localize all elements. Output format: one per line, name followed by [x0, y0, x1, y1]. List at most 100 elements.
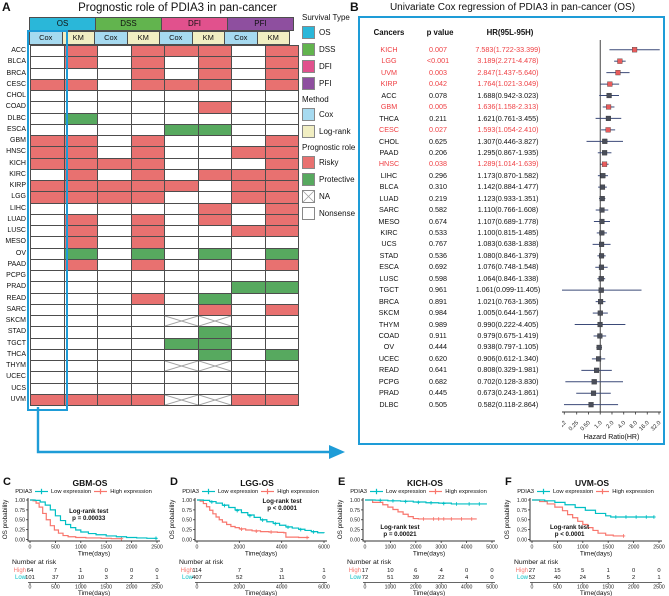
- cox-pvalue: 0.682: [429, 376, 447, 386]
- heatmap-row-label-cesc: CESC: [6, 80, 26, 88]
- cox-row-acc: ACC 0.078 1.688(0.942-3.023): [362, 90, 556, 101]
- heatmap-cell: [98, 79, 132, 91]
- cox-hr: 0.808(0.329-1.981): [477, 365, 539, 375]
- svg-text:0: 0: [196, 545, 199, 551]
- heatmap-cell: [198, 192, 232, 204]
- svg-text:2000: 2000: [126, 585, 138, 591]
- svg-text:6: 6: [414, 568, 417, 574]
- km-legend-prefix: PDIA3: [182, 488, 199, 495]
- km-title: GBM-OS: [72, 478, 108, 488]
- cox-pvalue: 0.984: [429, 308, 447, 318]
- cox-row-meso: MESO 0.674 1.107(0.689-1.778): [362, 216, 556, 227]
- svg-text:1000: 1000: [385, 545, 397, 551]
- svg-text:3: 3: [280, 568, 283, 574]
- heatmap-cell: [232, 394, 266, 406]
- heatmap-cell: [232, 113, 266, 125]
- heatmap-cell: [165, 383, 199, 395]
- heatmap-cell: [198, 181, 232, 193]
- cox-cancer: READ: [379, 365, 399, 375]
- svg-text:0: 0: [155, 568, 158, 574]
- svg-text:2000: 2000: [126, 545, 138, 551]
- cox-pvalue: 0.078: [429, 90, 447, 100]
- svg-text:5000: 5000: [486, 585, 498, 591]
- heatmap-row-label-stad: STAD: [7, 328, 26, 336]
- group-header-dss: DSS: [95, 17, 162, 31]
- svg-text:2500: 2500: [151, 545, 163, 551]
- svg-text:2500: 2500: [151, 585, 163, 591]
- heatmap-cell: [165, 136, 199, 148]
- legend-item-na: NA: [302, 190, 368, 203]
- heatmap-cell: [165, 46, 199, 58]
- heatmap-cell: [131, 158, 165, 170]
- heatmap-cell: [232, 361, 266, 373]
- svg-text:2000: 2000: [234, 545, 246, 551]
- heatmap-cell: [265, 327, 299, 339]
- svg-text:Hazard Ratio(HR): Hazard Ratio(HR): [584, 434, 640, 441]
- svg-text:2000: 2000: [410, 585, 422, 591]
- cox-hr: 1.289(1.014-1.639): [477, 159, 539, 169]
- cox-pvalue: 0.625: [429, 136, 447, 146]
- svg-text:3000: 3000: [435, 545, 447, 551]
- cox-cancer: PAAD: [379, 147, 399, 157]
- heatmap-row-label-meso: MESO: [5, 238, 26, 246]
- heatmap-cell: [232, 169, 266, 181]
- cox-cancer: STAD: [379, 250, 399, 260]
- cox-pvalue: 0.598: [429, 273, 447, 283]
- heatmap-row-label-kirc: KIRC: [9, 170, 26, 178]
- heatmap-cell: [198, 169, 232, 181]
- cox-pvalue: 0.674: [429, 216, 447, 226]
- heatmap-cell: [265, 282, 299, 294]
- col-header-cancers: Cancers: [373, 28, 405, 37]
- svg-text:64: 64: [27, 568, 34, 574]
- svg-text:72: 72: [362, 575, 368, 581]
- svg-text:0.00: 0.00: [517, 537, 527, 543]
- cox-cancer: PRAD: [379, 388, 399, 398]
- svg-text:27: 27: [529, 568, 535, 574]
- svg-text:0: 0: [531, 545, 534, 551]
- legend-swatch: [302, 156, 315, 169]
- heatmap-cell: [165, 181, 199, 193]
- heatmap-cell: [64, 158, 98, 170]
- heatmap-cell: [131, 147, 165, 159]
- heatmap-cell: [98, 192, 132, 204]
- heatmap-cell: [232, 214, 266, 226]
- heatmap-cell: [198, 124, 232, 136]
- heatmap-cell: [31, 226, 65, 238]
- svg-text:5: 5: [581, 568, 584, 574]
- svg-text:500: 500: [51, 585, 60, 591]
- heatmap-row-label-uvm: UVM: [10, 395, 26, 403]
- heatmap-cell: [64, 102, 98, 114]
- heatmap-cell: [232, 181, 266, 193]
- svg-text:52: 52: [236, 575, 242, 581]
- km-legend-marker-icon: [34, 488, 48, 495]
- heatmap-cell: [98, 158, 132, 170]
- heatmap-cell: [232, 383, 266, 395]
- heatmap-cell: [64, 338, 98, 350]
- heatmap-cell: [165, 293, 199, 305]
- cox-row-thca: THCA 0.211 1.621(0.761-3.455): [362, 113, 556, 124]
- heatmap-row-label-coad: COAD: [5, 103, 26, 111]
- heatmap-cell: [64, 349, 98, 361]
- panel-f-label: F: [505, 476, 512, 488]
- heatmap-cell: [98, 237, 132, 249]
- cox-hr: 1.107(0.689-1.778): [477, 216, 539, 226]
- svg-text:1.0: 1.0: [594, 420, 604, 430]
- heatmap-cell: [31, 169, 65, 181]
- heatmap-cell: [198, 248, 232, 260]
- svg-text:0.50: 0.50: [182, 518, 192, 524]
- cox-row-coad: COAD 0.911 0.979(0.675-1.419): [362, 330, 556, 341]
- legend-prognostic-title: Prognostic role: [302, 143, 356, 152]
- heatmap-cell: [232, 282, 266, 294]
- heatmap-cell: [131, 79, 165, 91]
- svg-text:p < 0.0001: p < 0.0001: [555, 531, 585, 538]
- svg-text:0: 0: [531, 585, 534, 591]
- heatmap-cell: [64, 304, 98, 316]
- heatmap-cell: [31, 237, 65, 249]
- cox-pvalue: 0.582: [429, 205, 447, 215]
- legend-label: DSS: [319, 45, 336, 54]
- cox-hr: 1.064(0.846-1.338): [477, 273, 539, 283]
- heatmap-cell: [131, 46, 165, 58]
- svg-text:15: 15: [554, 568, 560, 574]
- svg-text:0.00: 0.00: [15, 537, 25, 543]
- km-legend-marker-icon: [596, 488, 610, 495]
